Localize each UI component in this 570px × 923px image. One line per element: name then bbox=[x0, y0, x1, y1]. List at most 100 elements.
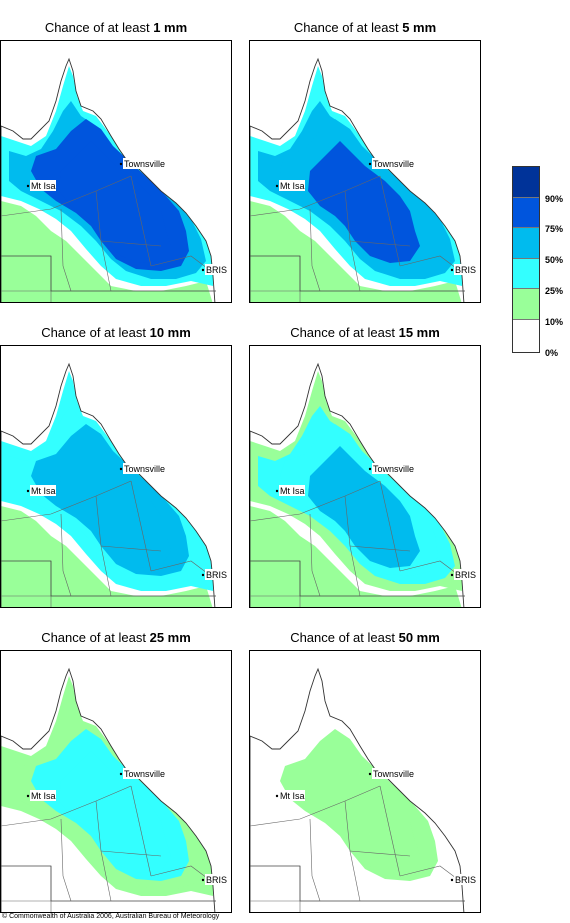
rain-region-0 bbox=[250, 506, 462, 607]
place-label-bg bbox=[372, 768, 419, 779]
place-dot bbox=[450, 268, 454, 272]
legend-swatch-50 bbox=[513, 228, 539, 259]
copyright-notice: © Commonwealth of Australia 2006, Austra… bbox=[2, 913, 220, 920]
label-townsville: Townsville bbox=[373, 159, 414, 169]
label-mt-isa: Mt Isa bbox=[31, 791, 56, 801]
place-dot bbox=[119, 467, 123, 471]
place-label-bg bbox=[454, 569, 478, 580]
place-dot bbox=[450, 573, 454, 577]
district-boundary bbox=[250, 175, 381, 217]
place-dot bbox=[26, 794, 30, 798]
place-label-bg bbox=[279, 180, 305, 191]
district-boundary bbox=[60, 208, 72, 292]
label-townsville: Townsville bbox=[373, 769, 414, 779]
map-panel-25mm: Townsville Mt Isa BRIS bbox=[0, 650, 232, 913]
district-boundary bbox=[399, 865, 461, 882]
rain-probability-regions bbox=[250, 66, 462, 302]
place-dot bbox=[201, 573, 205, 577]
map-svg: Townsville Mt Isa BRIS bbox=[1, 667, 229, 912]
map-panel-5mm: Townsville Mt Isa BRIS bbox=[249, 40, 481, 303]
label-townsville: Townsville bbox=[124, 464, 165, 474]
label-townsville: Townsville bbox=[373, 464, 414, 474]
rain-probability-regions bbox=[250, 371, 462, 607]
district-boundary bbox=[1, 785, 132, 827]
label-townsville: Townsville bbox=[124, 159, 165, 169]
map-svg: Townsville Mt Isa BRIS bbox=[1, 362, 229, 607]
coastline bbox=[250, 667, 465, 912]
legend-swatch-25 bbox=[513, 258, 539, 289]
rain-region-0 bbox=[1, 506, 213, 607]
district-boundary bbox=[130, 175, 152, 267]
place-dot bbox=[275, 794, 279, 798]
label-mt-isa: Mt Isa bbox=[280, 486, 305, 496]
district-boundary bbox=[379, 785, 401, 877]
label-mt-isa: Mt Isa bbox=[280, 791, 305, 801]
place-label-bg bbox=[372, 158, 419, 169]
district-boundary bbox=[379, 480, 401, 572]
state-border bbox=[1, 865, 216, 902]
place-dot bbox=[26, 489, 30, 493]
place-dot bbox=[275, 184, 279, 188]
district-boundary bbox=[309, 818, 321, 902]
place-label-bg bbox=[30, 180, 56, 191]
rain-region-4 bbox=[308, 751, 420, 873]
district-boundary bbox=[100, 545, 162, 552]
district-boundary bbox=[1, 175, 132, 217]
panel-title-15mm: Chance of at least 15 mm bbox=[290, 325, 440, 340]
map-svg: Townsville Mt Isa BRIS bbox=[250, 57, 478, 302]
rain-probability-regions bbox=[280, 729, 438, 881]
district-boundary bbox=[349, 850, 411, 857]
label-brisbane: BRIS bbox=[206, 570, 227, 580]
rain-region-4 bbox=[59, 751, 171, 873]
place-dot bbox=[119, 772, 123, 776]
district-boundary bbox=[150, 560, 212, 577]
district-boundary bbox=[250, 785, 381, 827]
place-dot bbox=[275, 489, 279, 493]
district-boundary bbox=[349, 240, 411, 247]
district-boundary bbox=[309, 513, 321, 597]
label-mt-isa: Mt Isa bbox=[280, 181, 305, 191]
place-label-bg bbox=[454, 874, 478, 885]
district-boundary bbox=[1, 480, 132, 522]
probability-legend bbox=[512, 166, 540, 353]
rain-region-4 bbox=[308, 446, 420, 568]
place-dot bbox=[201, 268, 205, 272]
panel-title-1mm: Chance of at least 1 mm bbox=[44, 20, 188, 35]
rain-region-0 bbox=[1, 201, 213, 302]
label-brisbane: BRIS bbox=[455, 265, 476, 275]
map-panel-10mm: Townsville Mt Isa BRIS bbox=[0, 345, 232, 608]
place-label-bg bbox=[372, 463, 419, 474]
legend-tick-0: 0% bbox=[545, 348, 559, 358]
label-mt-isa: Mt Isa bbox=[31, 486, 56, 496]
rain-region-0 bbox=[250, 201, 462, 302]
district-boundary bbox=[100, 240, 162, 247]
coastline bbox=[250, 57, 465, 302]
district-boundary bbox=[60, 818, 72, 902]
panel-title-50mm: Chance of at least 50 mm bbox=[290, 630, 440, 645]
state-border bbox=[250, 255, 465, 292]
district-boundary bbox=[399, 255, 461, 272]
district-boundary bbox=[150, 255, 212, 272]
district-boundary bbox=[349, 545, 411, 552]
label-brisbane: BRIS bbox=[455, 875, 476, 885]
legend-swatch-10 bbox=[513, 289, 539, 320]
state-border bbox=[1, 255, 216, 292]
place-label-bg bbox=[123, 158, 170, 169]
map-svg: Townsville Mt Isa BRIS bbox=[1, 57, 229, 302]
legend-swatch-0 bbox=[513, 319, 539, 350]
legend-tick-25: 25% bbox=[545, 286, 564, 296]
place-label-bg bbox=[454, 264, 478, 275]
place-dot bbox=[368, 162, 372, 166]
coastline bbox=[1, 57, 216, 302]
district-boundary bbox=[399, 560, 461, 577]
legend-swatch-90 bbox=[513, 167, 539, 198]
map-svg: Townsville Mt Isa BRIS bbox=[250, 667, 478, 912]
place-label-bg bbox=[205, 569, 229, 580]
rain-region-4 bbox=[59, 446, 171, 568]
panel-title-10mm: Chance of at least 10 mm bbox=[41, 325, 191, 340]
legend-tick-10: 10% bbox=[545, 317, 564, 327]
rain-region-4 bbox=[308, 141, 420, 263]
panel-title-5mm: Chance of at least 5 mm bbox=[293, 20, 437, 35]
map-panel-15mm: Townsville Mt Isa BRIS bbox=[249, 345, 481, 608]
place-dot bbox=[119, 162, 123, 166]
